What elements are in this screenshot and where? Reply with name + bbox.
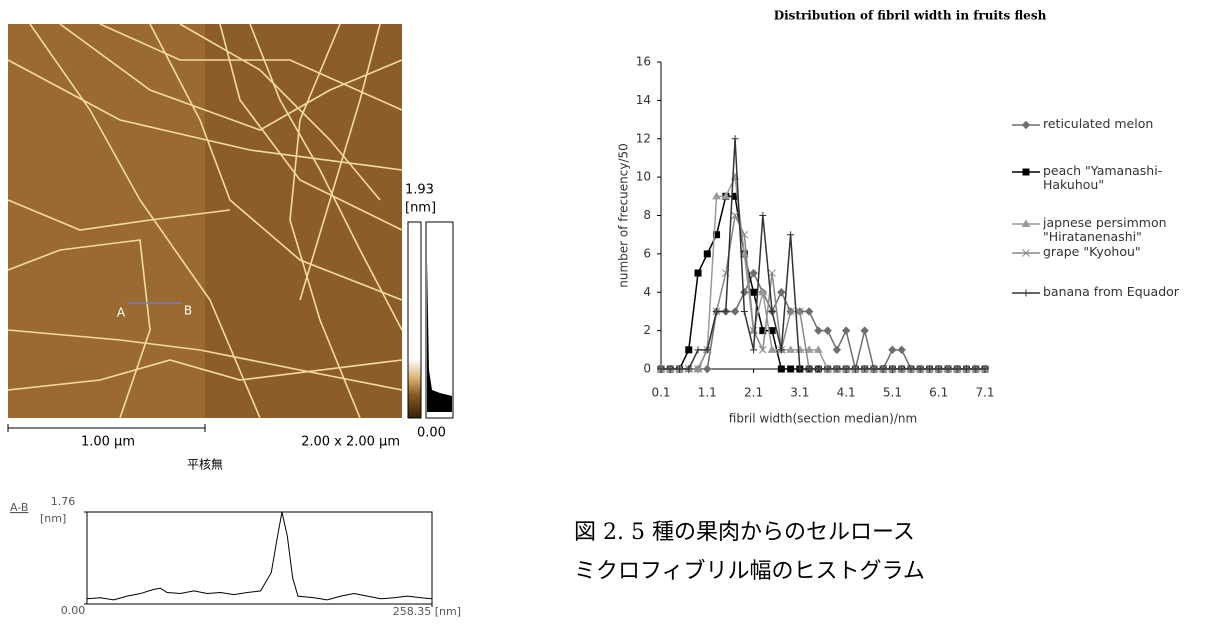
marker: [843, 327, 850, 334]
page: A B 1.93 [nm] 0.00 1.00 µm 2.00 x 2.00 µ…: [0, 0, 1206, 622]
marker: [1023, 122, 1030, 129]
legend-entry: peach "Yamanashi-Hakuhou": [1043, 164, 1203, 212]
y-tick-label: 8: [643, 208, 651, 222]
marker: [806, 308, 813, 315]
marker: [704, 366, 711, 373]
marker: [1023, 169, 1029, 175]
marker: [741, 289, 748, 296]
y-tick-label: 6: [643, 246, 651, 260]
legend-entry: banana from Equador: [1043, 285, 1203, 333]
marker: [732, 135, 739, 142]
scale-bar-label: 1.00 µm: [81, 435, 135, 450]
y-tick-label: 0: [643, 362, 651, 376]
y-tick-label: 0.00: [61, 604, 86, 617]
caption: ミクロフィブリル幅のヒストグラム: [574, 559, 925, 584]
marker: [815, 327, 822, 334]
marker: [1023, 290, 1030, 297]
x-tick-label: 3.1: [790, 386, 809, 400]
y-tick-label: 12: [636, 131, 651, 145]
x-tick-label: 2.1: [744, 386, 763, 400]
scale-unit: [nm]: [405, 201, 436, 216]
y-tick-label: 10: [636, 170, 651, 184]
legend-label: peach "Yamanashi-Hakuhou": [1043, 164, 1193, 192]
marker: [824, 327, 831, 334]
x-tick-label: 4.1: [837, 386, 856, 400]
marker: [741, 308, 748, 315]
y-unit: [nm]: [40, 512, 66, 525]
marker: [778, 366, 784, 372]
marker: [788, 366, 794, 372]
scale-min: 0.00: [417, 426, 446, 441]
afm-image: A B 1.93 [nm] 0.00 1.00 µm 2.00 x 2.00 µ…: [8, 24, 453, 472]
marker: [833, 346, 840, 353]
marker: [686, 347, 692, 353]
sample-name: 平核無: [187, 457, 223, 472]
marker: [778, 289, 785, 296]
marker: [898, 346, 905, 353]
y-axis-label: number of frecuency/50: [617, 143, 631, 288]
marker: [750, 270, 757, 277]
image-size: 2.00 x 2.00 µm: [301, 435, 400, 450]
y-tick-label: 16: [636, 55, 651, 69]
marker: [759, 212, 766, 219]
y-tick-label: 4: [643, 285, 651, 299]
profile-title: A-B: [10, 501, 28, 514]
plot-frame: [87, 512, 432, 604]
marker: [704, 251, 710, 257]
profile-line: [87, 512, 432, 600]
x-tick-label: 0.1: [651, 386, 670, 400]
y-tick-label: 14: [636, 93, 651, 107]
legend-label: grape "Kyohou": [1043, 245, 1193, 259]
x-tick-label: 5.1: [883, 386, 902, 400]
marker: [751, 289, 757, 295]
scale-max: 1.93: [405, 183, 434, 198]
marker: [889, 346, 896, 353]
marker: [750, 346, 757, 353]
x-tick-label: 7.1: [975, 386, 994, 400]
marker: [695, 270, 701, 276]
legend-label: reticulated melon: [1043, 117, 1193, 131]
x-tick-label: 1.1: [698, 386, 717, 400]
x-tick-label: 258.35 [nm]: [393, 605, 461, 618]
marker: [722, 308, 729, 315]
marker: [787, 231, 794, 238]
legend-entry: reticulated melon: [1043, 117, 1203, 165]
marker: [732, 308, 739, 315]
x-axis-label: fibril width(section median)/nm: [729, 412, 917, 426]
point-label: A: [117, 306, 126, 320]
chart-title: Distribution of fibril width in fruits f…: [774, 9, 1047, 23]
legend-label: banana from Equador: [1043, 285, 1193, 299]
series-line: [661, 216, 985, 370]
marker: [861, 327, 868, 334]
y-tick-label: 2: [643, 323, 651, 337]
marker: [769, 308, 776, 315]
caption: 図 2. 5 種の果肉からのセルロース: [574, 520, 915, 545]
marker: [695, 346, 702, 353]
legend-label: japnese persimmon "Hiratanenashi": [1043, 216, 1193, 244]
point-label: B: [184, 304, 192, 318]
x-tick-label: 6.1: [929, 386, 948, 400]
y-tick-label: 1.76: [51, 495, 76, 508]
